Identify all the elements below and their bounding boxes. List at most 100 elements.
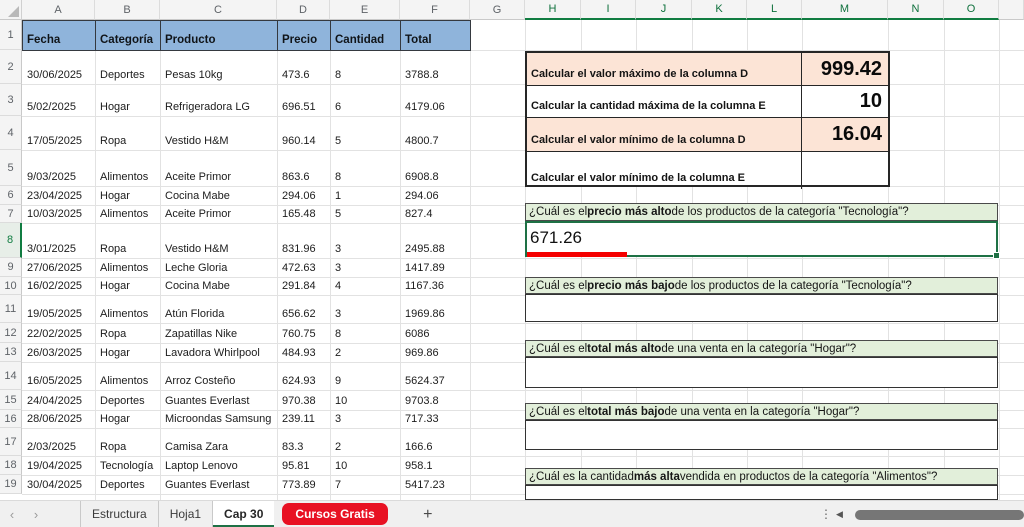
table-header-E1[interactable]: Cantidad bbox=[330, 20, 401, 51]
table-header-D1[interactable]: Precio bbox=[277, 20, 331, 51]
row-header-18[interactable]: 18 bbox=[0, 456, 22, 475]
question-bar-4[interactable]: ¿Cuál es el total más bajo de una venta … bbox=[525, 403, 998, 420]
cell-B17[interactable]: Ropa bbox=[100, 441, 127, 453]
cell-A6[interactable]: 23/04/2025 bbox=[27, 190, 83, 202]
cell-C6[interactable]: Cocina Mabe bbox=[165, 190, 230, 202]
cell-E4[interactable]: 5 bbox=[335, 135, 342, 147]
cell-C17[interactable]: Camisa Zara bbox=[165, 441, 228, 453]
cell-A17[interactable]: 2/03/2025 bbox=[27, 441, 76, 453]
cell-C7[interactable]: Aceite Primor bbox=[165, 208, 232, 220]
row-header-11[interactable]: 11 bbox=[0, 295, 22, 323]
answer-cell-1[interactable]: 671.26 bbox=[525, 221, 1000, 259]
table-header-B1[interactable]: Categoría bbox=[95, 20, 161, 51]
cell-B13[interactable]: Hogar bbox=[100, 347, 130, 359]
cell-B3[interactable]: Hogar bbox=[100, 101, 130, 113]
cell-A11[interactable]: 19/05/2025 bbox=[27, 308, 83, 320]
row-header-14[interactable]: 14 bbox=[0, 362, 22, 390]
cell-F2[interactable]: 3788.8 bbox=[405, 69, 439, 81]
col-header-J[interactable]: J bbox=[636, 0, 692, 20]
sheet-tab-hoja1[interactable]: Hoja1 bbox=[159, 500, 214, 527]
more-options-icon[interactable]: ⋮ bbox=[820, 507, 832, 521]
sheet-tab-cursos-gratis[interactable]: Cursos Gratis bbox=[282, 503, 388, 525]
cell-D11[interactable]: 656.62 bbox=[282, 308, 316, 320]
cell-C15[interactable]: Guantes Everlast bbox=[165, 395, 250, 407]
cell-C5[interactable]: Aceite Primor bbox=[165, 171, 232, 183]
cell-C3[interactable]: Refrigeradora LG bbox=[165, 101, 250, 113]
cell-B16[interactable]: Hogar bbox=[100, 413, 130, 425]
cell-B12[interactable]: Ropa bbox=[100, 328, 127, 340]
cell-F16[interactable]: 717.33 bbox=[405, 413, 439, 425]
cell-F8[interactable]: 2495.88 bbox=[405, 243, 445, 255]
cell-C14[interactable]: Arroz Costeño bbox=[165, 375, 236, 387]
row-header-2[interactable]: 2 bbox=[0, 50, 22, 84]
calc-value-cell[interactable]: 16.04 bbox=[831, 123, 882, 145]
col-header-L[interactable]: L bbox=[747, 0, 802, 20]
cell-A12[interactable]: 22/02/2025 bbox=[27, 328, 83, 340]
cell-F4[interactable]: 4800.7 bbox=[405, 135, 439, 147]
cell-E9[interactable]: 3 bbox=[335, 262, 342, 274]
col-header-partial[interactable] bbox=[999, 0, 1024, 20]
cell-E6[interactable]: 1 bbox=[335, 190, 342, 202]
cell-B5[interactable]: Alimentos bbox=[100, 171, 149, 183]
answer-cell-4[interactable] bbox=[525, 420, 998, 450]
cell-A8[interactable]: 3/01/2025 bbox=[27, 243, 76, 255]
cell-E2[interactable]: 8 bbox=[335, 69, 342, 81]
cell-D9[interactable]: 472.63 bbox=[282, 262, 316, 274]
sheet-tab-cap-30[interactable]: Cap 30 bbox=[213, 500, 275, 527]
question-bar-1[interactable]: ¿Cuál es el precio más alto de los produ… bbox=[525, 203, 998, 221]
cell-E5[interactable]: 8 bbox=[335, 171, 342, 183]
cell-F5[interactable]: 6908.8 bbox=[405, 171, 439, 183]
col-header-K[interactable]: K bbox=[692, 0, 747, 20]
calc-label-cell[interactable]: Calcular el valor máximo de la columna D bbox=[527, 53, 802, 85]
cell-F6[interactable]: 294.06 bbox=[405, 190, 439, 202]
cell-F15[interactable]: 9703.8 bbox=[405, 395, 439, 407]
cell-F12[interactable]: 6086 bbox=[405, 328, 430, 340]
answer-cell-5[interactable] bbox=[525, 485, 998, 500]
cell-D4[interactable]: 960.14 bbox=[282, 135, 316, 147]
cell-F18[interactable]: 958.1 bbox=[405, 460, 433, 472]
prev-sheet-icon[interactable]: ‹ bbox=[9, 506, 15, 522]
cell-B6[interactable]: Hogar bbox=[100, 190, 130, 202]
answer-cell-2[interactable] bbox=[525, 294, 998, 322]
cell-F10[interactable]: 1167.36 bbox=[405, 280, 444, 292]
next-sheet-icon[interactable]: › bbox=[33, 506, 39, 522]
cell-D2[interactable]: 473.6 bbox=[282, 69, 310, 81]
sheet-tab-estructura[interactable]: Estructura bbox=[80, 500, 159, 527]
cell-D12[interactable]: 760.75 bbox=[282, 328, 316, 340]
cell-A14[interactable]: 16/05/2025 bbox=[27, 375, 83, 387]
cell-B14[interactable]: Alimentos bbox=[100, 375, 149, 387]
cell-E15[interactable]: 10 bbox=[335, 395, 348, 407]
answer-cell-3[interactable] bbox=[525, 357, 998, 388]
cell-B9[interactable]: Alimentos bbox=[100, 262, 149, 274]
cell-B15[interactable]: Deportes bbox=[100, 395, 145, 407]
cell-E8[interactable]: 3 bbox=[335, 243, 342, 255]
cell-C16[interactable]: Microondas Samsung bbox=[165, 413, 272, 425]
cell-B2[interactable]: Deportes bbox=[100, 69, 145, 81]
col-header-H[interactable]: H bbox=[525, 0, 581, 20]
col-header-O[interactable]: O bbox=[944, 0, 999, 20]
question-bar-2[interactable]: ¿Cuál es el precio más bajo de los produ… bbox=[525, 277, 998, 294]
cell-F17[interactable]: 166.6 bbox=[405, 441, 433, 453]
cell-A13[interactable]: 26/03/2025 bbox=[27, 347, 83, 359]
cell-D18[interactable]: 95.81 bbox=[282, 460, 310, 472]
cell-A15[interactable]: 24/04/2025 bbox=[27, 395, 83, 407]
row-header-8[interactable]: 8 bbox=[0, 223, 22, 258]
cell-F13[interactable]: 969.86 bbox=[405, 347, 439, 359]
cell-B19[interactable]: Deportes bbox=[100, 479, 145, 491]
cell-E14[interactable]: 9 bbox=[335, 375, 342, 387]
cell-A4[interactable]: 17/05/2025 bbox=[27, 135, 83, 147]
scroll-left-icon[interactable]: ◀ bbox=[836, 509, 843, 519]
cell-D16[interactable]: 239.11 bbox=[282, 413, 315, 425]
calc-label-cell[interactable]: Calcular el valor mínimo de la columna E bbox=[527, 152, 802, 189]
calc-value-cell[interactable] bbox=[802, 152, 888, 189]
cell-D10[interactable]: 291.84 bbox=[282, 280, 316, 292]
row-header-15[interactable]: 15 bbox=[0, 390, 22, 410]
cell-D8[interactable]: 831.96 bbox=[282, 243, 316, 255]
col-header-I[interactable]: I bbox=[581, 0, 636, 20]
cell-C2[interactable]: Pesas 10kg bbox=[165, 69, 223, 81]
cell-C4[interactable]: Vestido H&M bbox=[165, 135, 229, 147]
table-header-C1[interactable]: Producto bbox=[160, 20, 278, 51]
cell-E13[interactable]: 2 bbox=[335, 347, 342, 359]
select-all-corner[interactable] bbox=[0, 0, 22, 20]
cell-E11[interactable]: 3 bbox=[335, 308, 342, 320]
